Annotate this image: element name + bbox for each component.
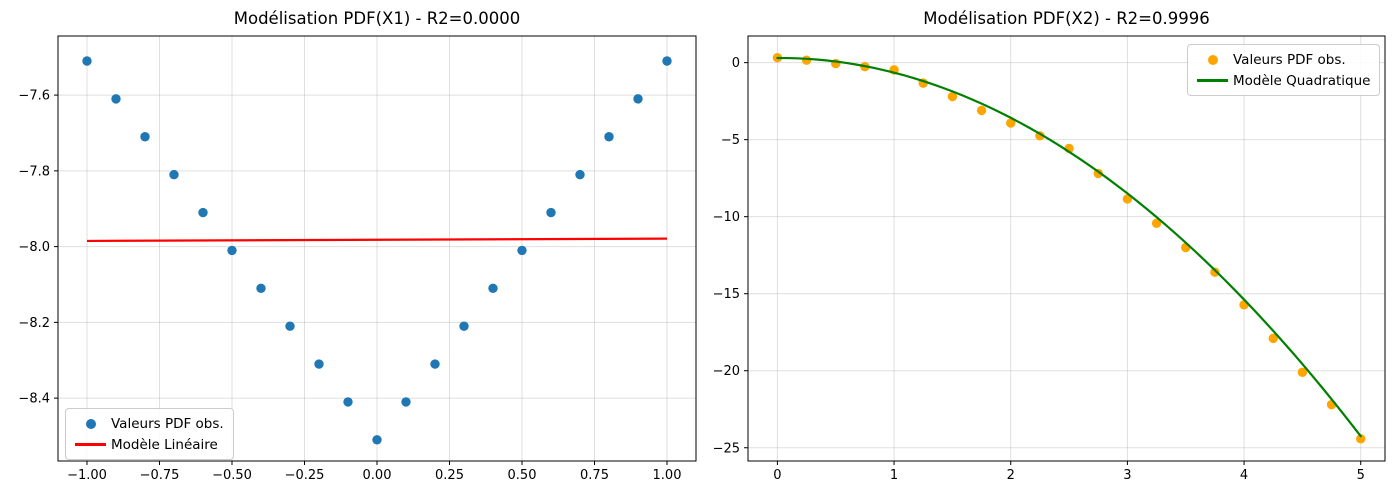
y-tick-label: 0 — [732, 56, 740, 71]
data-point — [198, 207, 208, 218]
data-point — [227, 245, 237, 256]
data-point — [1151, 218, 1162, 229]
data-point — [169, 169, 179, 180]
legend-handle — [72, 418, 109, 429]
data-point — [517, 245, 527, 256]
x-tick-label: 0.75 — [580, 468, 609, 483]
y-tick-label: −15 — [713, 287, 740, 302]
x-tick-label: −0.75 — [140, 468, 180, 483]
legend-label: Valeurs PDF obs. — [111, 415, 224, 432]
y-tick-label: −25 — [713, 441, 740, 456]
data-point — [947, 91, 958, 102]
chart1-title: Modélisation PDF(X1) - R2=0.0000 — [233, 9, 521, 28]
data-point — [1006, 118, 1016, 128]
x-tick-label: 0.25 — [435, 468, 464, 483]
data-point — [1297, 367, 1308, 377]
data-point — [546, 207, 556, 218]
data-point — [343, 397, 353, 407]
x-tick-label: 1.00 — [653, 468, 682, 483]
x-tick-label: −1.00 — [67, 468, 107, 483]
legend-handle — [1194, 79, 1231, 82]
x-tick-label: 2 — [1007, 468, 1015, 483]
legend-label: Modèle Linéaire — [111, 436, 218, 453]
legend-label: Valeurs PDF obs. — [1233, 51, 1346, 68]
data-point — [401, 397, 411, 407]
data-point — [285, 321, 295, 331]
scatter-marker-icon — [85, 418, 96, 429]
axes-spines — [57, 35, 697, 462]
line-marker-icon — [1197, 79, 1228, 82]
data-point — [314, 359, 324, 369]
y-tick-label: −20 — [713, 364, 740, 379]
data-point — [662, 56, 672, 66]
legend-handle — [1194, 54, 1231, 65]
x-tick-label: 0.50 — [508, 468, 537, 483]
x-tick-label: 0 — [773, 468, 781, 483]
legend-item-model: Modèle Quadratique — [1194, 70, 1370, 91]
legend-item-model: Modèle Linéaire — [72, 434, 224, 455]
fit-curve — [776, 56, 1362, 438]
data-point — [801, 55, 812, 65]
legend-handle — [72, 443, 109, 446]
y-tick-label: −8.0 — [18, 240, 50, 255]
data-point — [488, 283, 498, 293]
x-tick-label: 1 — [890, 468, 898, 483]
x-tick-label: −0.50 — [212, 468, 252, 483]
chart1-legend: Valeurs PDF obs. Modèle Linéaire — [65, 408, 234, 460]
y-tick-label: −7.6 — [18, 89, 50, 104]
data-point — [604, 132, 614, 142]
data-point — [633, 94, 643, 104]
data-point — [976, 105, 987, 116]
legend-label: Modèle Quadratique — [1233, 72, 1371, 89]
data-point — [430, 359, 440, 369]
y-tick-label: −8.2 — [18, 316, 50, 331]
legend-item-observed: Valeurs PDF obs. — [1194, 49, 1370, 70]
data-point — [1181, 242, 1191, 253]
chart2-title: Modélisation PDF(X2) - R2=0.9996 — [923, 9, 1210, 28]
data-point — [1210, 267, 1220, 277]
data-point — [459, 321, 469, 331]
x-tick-label: 4 — [1240, 468, 1248, 483]
x-tick-label: 3 — [1123, 468, 1131, 483]
chart2-legend: Valeurs PDF obs. Modèle Quadratique — [1187, 44, 1381, 96]
axes-spines — [747, 35, 1386, 462]
data-point — [82, 56, 92, 66]
legend-item-observed: Valeurs PDF obs. — [72, 413, 224, 434]
x-tick-label: 5 — [1357, 468, 1365, 483]
data-point — [575, 169, 585, 180]
y-tick-label: −8.4 — [18, 392, 50, 407]
data-point — [372, 435, 382, 445]
y-tick-label: −10 — [713, 210, 740, 225]
x-tick-label: −0.25 — [285, 468, 325, 483]
line-marker-icon — [75, 443, 106, 446]
data-point — [1268, 333, 1278, 344]
data-point — [111, 94, 121, 104]
x-tick-label: 0.00 — [363, 468, 392, 483]
scatter-marker-icon — [1207, 54, 1218, 65]
y-tick-label: −7.8 — [18, 164, 50, 179]
data-point — [140, 132, 150, 142]
data-point — [1356, 434, 1366, 444]
y-tick-label: −5 — [721, 133, 740, 148]
fit-line — [86, 237, 668, 243]
data-point — [256, 283, 266, 293]
